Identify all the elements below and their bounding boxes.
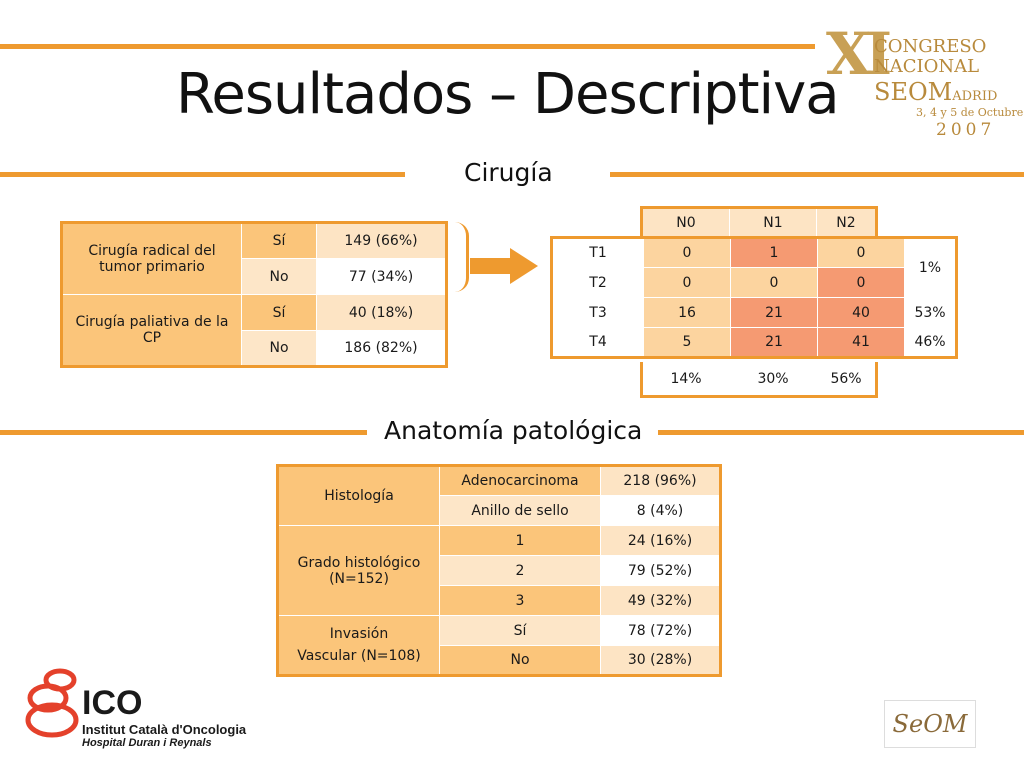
pathology-key: 3 <box>439 585 601 616</box>
congress-seom: SEOM <box>874 78 953 106</box>
pathology-bar-left <box>0 430 367 435</box>
congress-logo: XI CONGRESO NACIONAL SEOMADRID 3, 4 y 5 … <box>820 20 1024 150</box>
tn-cell: 41 <box>817 327 905 358</box>
tn-cell: 0 <box>643 237 731 268</box>
pathology-value: 8 (4%) <box>600 495 721 526</box>
pathology-value: 78 (72%) <box>600 615 721 646</box>
tn-cell: 0 <box>817 237 905 268</box>
congress-roman: XI <box>826 20 892 88</box>
pathology-key: No <box>439 645 601 676</box>
tn-header-table: N0 N1 N2 <box>640 206 878 238</box>
ico-line1: Institut Català d'Oncologia <box>82 722 247 737</box>
congress-dates: 3, 4 y 5 de Octubre <box>916 106 1024 119</box>
tn-cell: 21 <box>730 297 818 328</box>
tn-col-header: N2 <box>816 207 877 238</box>
tn-row-total: 1% <box>904 237 957 298</box>
tn-col-total: 14% <box>641 362 730 397</box>
pathology-value: 30 (28%) <box>600 645 721 676</box>
surgery-table: Cirugía radical del tumor primario Sí 14… <box>60 221 448 368</box>
surgery-value: 40 (18%) <box>316 294 447 331</box>
congress-year: 2007 <box>936 120 996 140</box>
congress-line3: SEOMADRID <box>874 78 997 106</box>
tn-row-total: 46% <box>904 327 957 358</box>
section-title-pathology: Anatomía patológica <box>384 416 643 445</box>
tn-col-total: 56% <box>816 362 877 397</box>
tn-cell: 1 <box>730 237 818 268</box>
tn-totals-table: 14% 30% 56% <box>640 362 878 398</box>
pathology-value: 24 (16%) <box>600 525 721 556</box>
ico-symbol-icon <box>25 668 79 738</box>
pathology-value: 49 (32%) <box>600 585 721 616</box>
surgery-value: 186 (82%) <box>316 330 447 367</box>
section-title-surgery: Cirugía <box>464 158 553 187</box>
ico-logo: ICO Institut Català d'Oncologia Hospital… <box>82 686 246 749</box>
tn-row-total: 53% <box>904 297 957 328</box>
pathology-key: Sí <box>439 615 601 646</box>
pathology-label-invasion: Invasión Vascular (N=108) <box>277 615 440 676</box>
tn-row-label: T4 <box>551 327 644 358</box>
pathology-bar-right <box>658 430 1024 435</box>
pathology-grade-line1: Grado histológico <box>297 554 421 571</box>
tn-cell: 0 <box>643 267 731 298</box>
surgery-answer: Sí <box>241 294 317 331</box>
surgery-answer: Sí <box>241 222 317 259</box>
surgery-bar-left <box>0 172 405 177</box>
arrow-right-icon <box>470 248 538 284</box>
tn-cell: 21 <box>730 327 818 358</box>
congress-line2: NACIONAL <box>874 56 980 77</box>
tn-row-label: T3 <box>551 297 644 328</box>
tn-cell: 40 <box>817 297 905 328</box>
surgery-label-palliative: Cirugía paliativa de la CP <box>61 294 242 367</box>
brace-decoration <box>452 222 469 292</box>
tn-cell: 0 <box>730 267 818 298</box>
seom-logo: SeOM <box>884 700 976 748</box>
pathology-label-grade: Grado histológico (N=152) <box>277 525 440 616</box>
pathology-grade-line2: (N=152) <box>329 570 389 587</box>
pathology-invasion-line2: Vascular (N=108) <box>297 648 421 664</box>
pathology-key: Anillo de sello <box>439 495 601 526</box>
tn-col-total: 30% <box>729 362 817 397</box>
top-bar <box>0 44 815 49</box>
pathology-value: 218 (96%) <box>600 465 721 496</box>
surgery-answer: No <box>241 330 317 367</box>
tn-table: T1 0 1 0 1% T2 0 0 0 T3 16 21 40 53% T4 … <box>550 236 958 359</box>
pathology-key: 2 <box>439 555 601 586</box>
tn-col-header: N1 <box>729 207 817 238</box>
congress-line1: CONGRESO <box>874 36 987 57</box>
pathology-value: 79 (52%) <box>600 555 721 586</box>
surgery-value: 77 (34%) <box>316 258 447 295</box>
pathology-table: Histología Adenocarcinoma 218 (96%) Anil… <box>276 464 722 677</box>
pathology-invasion-line1: Invasión <box>329 626 389 642</box>
tn-col-header: N0 <box>641 207 730 238</box>
pathology-label-histology: Histología <box>277 465 440 526</box>
surgery-answer: No <box>241 258 317 295</box>
ico-line2: Hospital Duran i Reynals <box>82 737 212 749</box>
slide-title: Resultados – Descriptiva <box>176 62 840 127</box>
surgery-value: 149 (66%) <box>316 222 447 259</box>
congress-madrid: ADRID <box>952 89 998 104</box>
tn-row-label: T2 <box>551 267 644 298</box>
seom-logo-text: SeOM <box>892 710 968 738</box>
tn-cell: 16 <box>643 297 731 328</box>
surgery-label-radical: Cirugía radical del tumor primario <box>61 222 242 295</box>
ico-name: ICO <box>82 684 143 722</box>
surgery-bar-right <box>610 172 1024 177</box>
pathology-key: 1 <box>439 525 601 556</box>
tn-cell: 0 <box>817 267 905 298</box>
tn-row-label: T1 <box>551 237 644 268</box>
tn-cell: 5 <box>643 327 731 358</box>
pathology-key: Adenocarcinoma <box>439 465 601 496</box>
